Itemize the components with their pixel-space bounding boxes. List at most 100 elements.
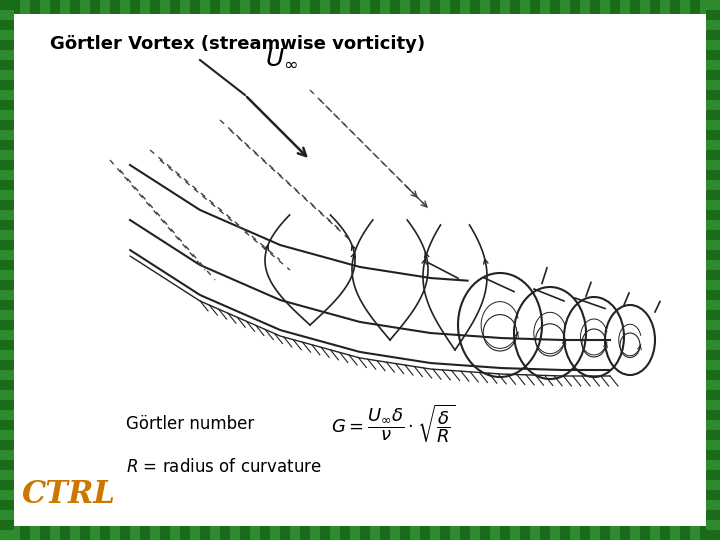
Bar bbox=[706, 330, 720, 340]
Bar bbox=[706, 500, 720, 510]
Bar bbox=[0, 360, 14, 370]
Bar bbox=[250, 526, 260, 540]
Bar bbox=[510, 526, 520, 540]
Bar bbox=[706, 510, 720, 520]
Bar bbox=[540, 0, 550, 14]
Bar bbox=[550, 0, 560, 14]
Bar bbox=[706, 480, 720, 490]
Bar bbox=[0, 30, 14, 40]
Bar bbox=[0, 430, 14, 440]
Bar bbox=[0, 170, 14, 180]
Bar bbox=[610, 526, 620, 540]
Bar bbox=[0, 240, 14, 250]
Bar bbox=[706, 10, 720, 20]
Bar bbox=[600, 526, 610, 540]
Bar bbox=[10, 0, 20, 14]
Bar bbox=[670, 526, 680, 540]
Text: $R$ = radius of curvature: $R$ = radius of curvature bbox=[126, 458, 322, 476]
Bar bbox=[480, 526, 490, 540]
Bar bbox=[60, 526, 70, 540]
Bar bbox=[180, 0, 190, 14]
Bar bbox=[520, 0, 530, 14]
Bar bbox=[150, 526, 160, 540]
Bar bbox=[0, 390, 14, 400]
Bar bbox=[130, 526, 140, 540]
Bar bbox=[310, 0, 320, 14]
Bar bbox=[570, 526, 580, 540]
Bar bbox=[620, 0, 630, 14]
Bar bbox=[600, 0, 610, 14]
Bar bbox=[450, 526, 460, 540]
Bar bbox=[0, 20, 14, 30]
Bar bbox=[706, 320, 720, 330]
Bar bbox=[0, 90, 14, 100]
Bar bbox=[0, 290, 14, 300]
Bar bbox=[706, 520, 720, 530]
Bar bbox=[20, 0, 30, 14]
Bar bbox=[90, 0, 100, 14]
Bar bbox=[650, 0, 660, 14]
Bar bbox=[120, 526, 130, 540]
Bar bbox=[290, 526, 300, 540]
Bar bbox=[370, 526, 380, 540]
Text: $U_{\infty}$: $U_{\infty}$ bbox=[265, 46, 298, 70]
Bar bbox=[706, 340, 720, 350]
Text: Görtler number: Görtler number bbox=[126, 415, 254, 433]
Bar bbox=[0, 260, 14, 270]
Bar bbox=[650, 526, 660, 540]
Bar bbox=[706, 430, 720, 440]
Bar bbox=[0, 10, 14, 20]
Bar bbox=[260, 526, 270, 540]
Bar bbox=[706, 80, 720, 90]
Bar bbox=[530, 526, 540, 540]
Bar bbox=[0, 530, 14, 540]
Bar bbox=[706, 350, 720, 360]
Bar bbox=[706, 50, 720, 60]
Bar bbox=[30, 0, 40, 14]
Bar bbox=[350, 0, 360, 14]
Bar bbox=[0, 330, 14, 340]
Bar bbox=[0, 180, 14, 190]
Bar bbox=[620, 526, 630, 540]
Bar bbox=[706, 190, 720, 200]
Bar bbox=[420, 0, 430, 14]
Bar bbox=[0, 100, 14, 110]
Bar bbox=[230, 526, 240, 540]
Bar bbox=[500, 526, 510, 540]
Bar bbox=[310, 526, 320, 540]
Bar bbox=[640, 0, 650, 14]
Bar bbox=[460, 526, 470, 540]
Bar bbox=[706, 20, 720, 30]
Bar bbox=[140, 0, 150, 14]
Bar bbox=[706, 200, 720, 210]
Bar bbox=[380, 526, 390, 540]
Bar bbox=[50, 526, 60, 540]
Bar bbox=[0, 140, 14, 150]
Bar bbox=[150, 0, 160, 14]
Bar bbox=[190, 526, 200, 540]
Bar bbox=[430, 526, 440, 540]
Bar bbox=[630, 526, 640, 540]
Bar bbox=[350, 526, 360, 540]
Text: Görtler Vortex (streamwise vorticity): Görtler Vortex (streamwise vorticity) bbox=[50, 35, 425, 53]
Bar bbox=[360, 526, 370, 540]
Bar bbox=[0, 470, 14, 480]
Bar bbox=[330, 526, 340, 540]
Bar bbox=[706, 370, 720, 380]
Bar bbox=[706, 220, 720, 230]
Bar bbox=[10, 526, 20, 540]
Bar bbox=[706, 290, 720, 300]
Bar bbox=[710, 526, 720, 540]
Bar bbox=[200, 0, 210, 14]
Bar bbox=[0, 320, 14, 330]
Bar bbox=[706, 120, 720, 130]
Bar bbox=[706, 100, 720, 110]
Bar bbox=[0, 60, 14, 70]
Bar bbox=[706, 150, 720, 160]
Bar bbox=[0, 340, 14, 350]
Bar bbox=[540, 526, 550, 540]
Bar bbox=[570, 0, 580, 14]
Bar bbox=[706, 250, 720, 260]
Bar bbox=[706, 40, 720, 50]
Bar bbox=[280, 0, 290, 14]
